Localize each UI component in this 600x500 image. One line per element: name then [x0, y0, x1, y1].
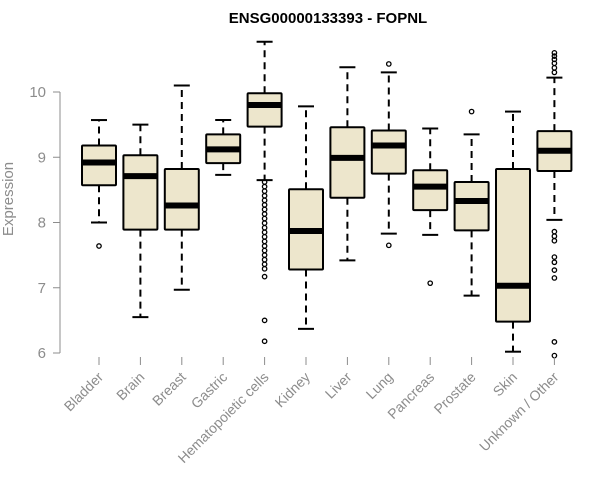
box-brain: [122, 123, 159, 319]
outlier-point: [385, 242, 392, 249]
outlier-point: [551, 69, 558, 76]
box-liver: [329, 66, 366, 262]
outlier-point: [261, 252, 268, 258]
outlier-point: [261, 211, 268, 217]
outlier-point: [261, 247, 268, 254]
outlier-point: [551, 275, 558, 281]
outlier-point: [261, 265, 268, 272]
outlier-point: [261, 273, 268, 280]
outlier-point: [261, 224, 268, 231]
x-tick-label: Breast: [149, 369, 189, 409]
outlier-point: [261, 229, 268, 236]
outlier-point: [551, 237, 558, 244]
y-tick-label: 10: [29, 84, 46, 101]
outlier-point: [385, 61, 392, 67]
box-bladder: [81, 119, 117, 249]
x-tick-label: Unknown / Other: [476, 369, 562, 455]
x-tick-label: Prostate: [431, 369, 479, 417]
outlier-point: [261, 338, 268, 345]
iqr-box: [329, 126, 366, 199]
x-tick-label: Skin: [490, 369, 521, 400]
box-pancreas: [412, 127, 449, 287]
x-tick-label: Brain: [113, 369, 147, 403]
iqr-box: [495, 167, 531, 323]
outlier-point: [261, 202, 268, 208]
outlier-point: [261, 197, 268, 204]
outlier-point: [551, 259, 558, 266]
outlier-point: [261, 215, 268, 222]
box-kidney: [288, 105, 324, 330]
box-breast: [163, 84, 200, 291]
outlier-point: [551, 53, 558, 59]
outlier-point: [261, 256, 268, 263]
outlier-point: [261, 243, 268, 249]
y-tick-label: 6: [38, 345, 46, 362]
outlier-point: [261, 261, 268, 268]
x-tick-label: Liver: [322, 369, 355, 402]
outlier-point: [261, 234, 268, 240]
box-prostate: [453, 108, 490, 297]
box-unknown-other: [536, 49, 573, 359]
x-tick-label: Lung: [363, 369, 396, 402]
outlier-point: [551, 267, 558, 273]
outlier-point: [261, 317, 268, 324]
y-tick-label: 8: [38, 215, 46, 232]
iqr-box: [246, 92, 283, 128]
iqr-box: [370, 129, 407, 175]
boxes-layer: [81, 40, 573, 359]
outlier-point: [261, 238, 268, 245]
y-axis-label: Expression: [0, 162, 17, 236]
iqr-box: [122, 154, 159, 231]
outlier-point: [551, 49, 558, 56]
outlier-point: [96, 243, 102, 249]
outlier-point: [261, 220, 268, 227]
box-skin: [495, 110, 531, 353]
box-gastric: [205, 119, 242, 176]
iqr-box: [412, 169, 449, 212]
y-axis: 6 7 8 9 10: [29, 84, 61, 362]
box-lung: [370, 61, 407, 249]
outlier-point: [261, 183, 268, 190]
iqr-box: [453, 181, 490, 232]
outlier-point: [261, 188, 268, 195]
y-tick-label: 9: [38, 149, 46, 166]
outlier-point: [551, 228, 558, 235]
outlier-point: [551, 65, 558, 71]
x-tick-label: Bladder: [61, 369, 107, 415]
y-tick-label: 7: [38, 280, 46, 297]
outlier-point: [261, 206, 268, 213]
outlier-point: [427, 280, 434, 287]
outlier-point: [261, 192, 268, 199]
outlier-point: [468, 108, 475, 115]
x-tick-label: Kidney: [272, 369, 314, 411]
box-hematopoietic-cells: [246, 40, 283, 345]
outlier-point: [551, 254, 558, 260]
chart-title: ENSG00000133393 - FOPNL: [229, 10, 427, 27]
iqr-box: [163, 167, 200, 231]
outlier-point: [551, 233, 558, 240]
outlier-point: [551, 339, 558, 345]
